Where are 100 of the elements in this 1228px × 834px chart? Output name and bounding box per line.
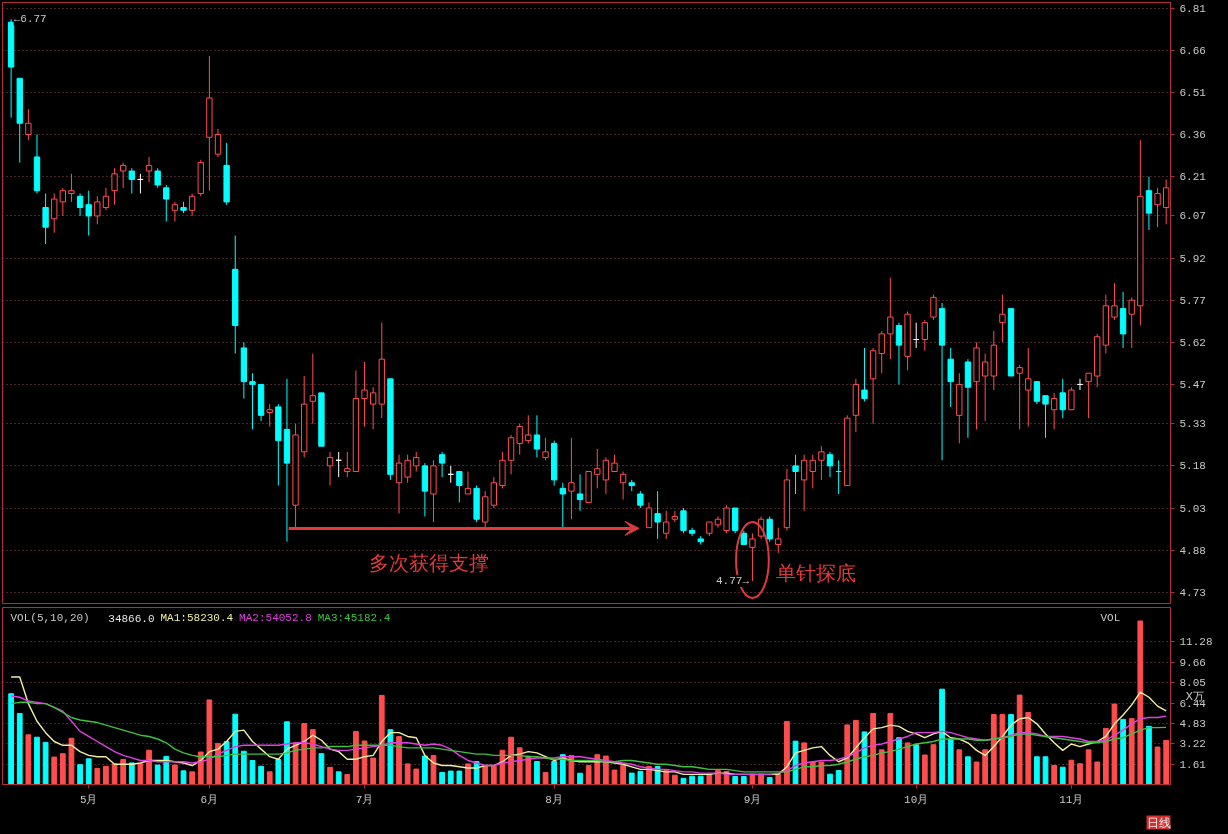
candlestick	[516, 423, 523, 456]
bar	[1102, 727, 1109, 785]
candlestick	[1154, 187, 1161, 228]
bar	[301, 723, 308, 785]
bar	[818, 761, 825, 785]
y-tick-label: 5.03	[1179, 502, 1206, 515]
candlestick	[25, 108, 32, 141]
candlestick	[525, 414, 532, 444]
candlestick	[120, 162, 127, 189]
candlestick	[111, 167, 118, 206]
candlestick	[369, 386, 377, 430]
x-tick-label: 11月	[1059, 793, 1084, 806]
bar	[1016, 694, 1023, 785]
bar	[258, 765, 264, 785]
candlestick	[76, 192, 84, 217]
y-tick-label: 6.51	[1179, 86, 1207, 99]
bar	[439, 771, 445, 785]
bar	[1085, 749, 1092, 785]
y-tick-label: 1.61	[1179, 758, 1207, 771]
bar	[1146, 725, 1152, 785]
bar	[1094, 761, 1101, 785]
bar	[551, 760, 558, 785]
bar	[775, 773, 782, 785]
candlestick	[533, 414, 541, 458]
candlestick	[1085, 372, 1092, 419]
bar	[697, 775, 704, 785]
bar	[16, 713, 23, 785]
candlestick	[490, 476, 498, 509]
candlestick	[163, 184, 170, 223]
candlestick	[930, 294, 937, 321]
bar	[853, 719, 859, 785]
bar	[249, 759, 256, 785]
text: 日线	[1146, 815, 1171, 830]
y-tick-label: 5.62	[1179, 336, 1206, 349]
candlestick	[723, 504, 730, 534]
bar	[240, 750, 247, 785]
bar	[620, 764, 627, 785]
bar	[844, 724, 851, 785]
x-tick-label: 7月	[355, 793, 374, 806]
candlestick	[568, 437, 575, 520]
candlestick	[1042, 395, 1049, 439]
bar	[404, 763, 411, 785]
text: MA1:58230.4	[160, 612, 234, 625]
annotation: 单针探底	[775, 561, 856, 586]
candlestick	[94, 195, 101, 225]
candlestick	[792, 454, 799, 495]
candlestick	[645, 501, 653, 529]
bar	[370, 757, 377, 785]
candlestick	[1050, 392, 1058, 430]
bar	[465, 763, 471, 785]
bar	[508, 736, 514, 785]
bar	[413, 768, 420, 785]
y-tick-label: 5.77	[1179, 294, 1206, 307]
bar	[542, 771, 549, 785]
candlestick	[602, 456, 610, 495]
candlestick	[171, 201, 179, 223]
bar	[120, 758, 127, 785]
candlestick	[344, 451, 351, 478]
y-tick-label: 11.28	[1179, 636, 1213, 649]
line-series	[10, 676, 1167, 776]
candlestick	[895, 322, 903, 385]
bar	[835, 770, 842, 785]
bar	[430, 754, 437, 785]
bar	[965, 756, 971, 785]
candlestick	[732, 507, 739, 534]
bar	[318, 753, 325, 785]
bar	[266, 771, 273, 785]
candlestick	[456, 471, 463, 503]
y-tick-label: 5.18	[1179, 460, 1206, 473]
bar	[947, 738, 954, 785]
bar	[309, 729, 316, 785]
candlestick	[576, 473, 584, 512]
y-tick-label: 6.07	[1179, 210, 1206, 223]
bar	[1068, 759, 1075, 785]
chart-title: VOL(5,10,20)	[10, 612, 90, 625]
bar	[956, 749, 963, 785]
candlestick	[861, 347, 868, 402]
bar	[1008, 714, 1014, 785]
annotation: ←6.77	[13, 13, 47, 26]
candlestick	[542, 437, 549, 461]
candlestick	[68, 173, 75, 203]
candlestick	[619, 471, 627, 501]
bar	[335, 771, 342, 785]
candlestick	[680, 507, 687, 534]
x-tick-label: 6月	[200, 793, 219, 806]
candlestick	[878, 330, 885, 374]
text: MA3:45182.4	[317, 612, 391, 625]
bar	[189, 771, 196, 785]
annotation: VOL	[1100, 612, 1121, 625]
bar	[77, 764, 83, 785]
bar	[8, 693, 14, 785]
bar	[585, 765, 592, 785]
bar	[378, 694, 385, 785]
x-tick-label: 8月	[545, 793, 563, 806]
candlestick	[1016, 364, 1023, 430]
candlestick	[188, 192, 196, 217]
bar	[94, 767, 101, 785]
candlestick	[775, 527, 782, 554]
bar	[447, 770, 454, 785]
candlestick	[154, 167, 161, 189]
